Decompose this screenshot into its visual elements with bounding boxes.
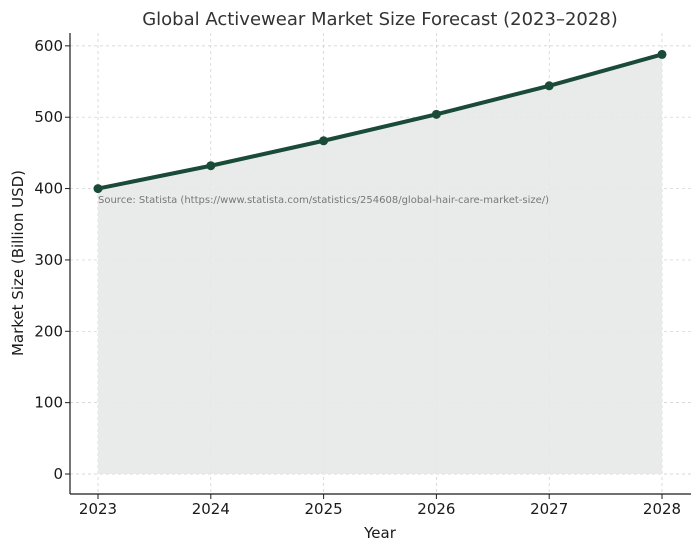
source-annotation: Source: Statista (https://www.statista.c…	[98, 195, 549, 206]
data-point	[206, 161, 216, 171]
y-axis-label: Market Size (Billion USD)	[9, 170, 27, 356]
series-layer	[93, 49, 667, 194]
data-point	[431, 109, 441, 119]
y-tick-label: 100	[34, 394, 63, 412]
y-tick-label: 400	[34, 180, 63, 198]
data-point	[93, 184, 103, 194]
data-point	[544, 81, 554, 91]
y-tick-label: 600	[34, 37, 63, 55]
chart-title: Global Activewear Market Size Forecast (…	[142, 9, 618, 30]
y-tick-label: 0	[53, 465, 63, 483]
x-axis-label: Year	[363, 524, 397, 542]
x-tick-label: 2025	[305, 500, 343, 518]
x-tick-label: 2024	[192, 500, 230, 518]
x-tick-label: 2026	[417, 500, 455, 518]
y-tick-label: 200	[34, 322, 63, 340]
y-tick-label: 300	[34, 251, 63, 269]
area-fill	[98, 54, 662, 475]
x-tick-label: 2023	[79, 500, 117, 518]
x-tick-label: 2027	[530, 500, 568, 518]
data-point	[319, 136, 329, 146]
data-point	[657, 49, 667, 59]
x-tick-label: 2028	[643, 500, 681, 518]
y-tick-label: 500	[34, 108, 63, 126]
tick-layer: 0 100 200 300 400 500 600 2023 2024 2025 2026 2027 2…	[34, 37, 681, 518]
series-line	[96, 52, 664, 191]
